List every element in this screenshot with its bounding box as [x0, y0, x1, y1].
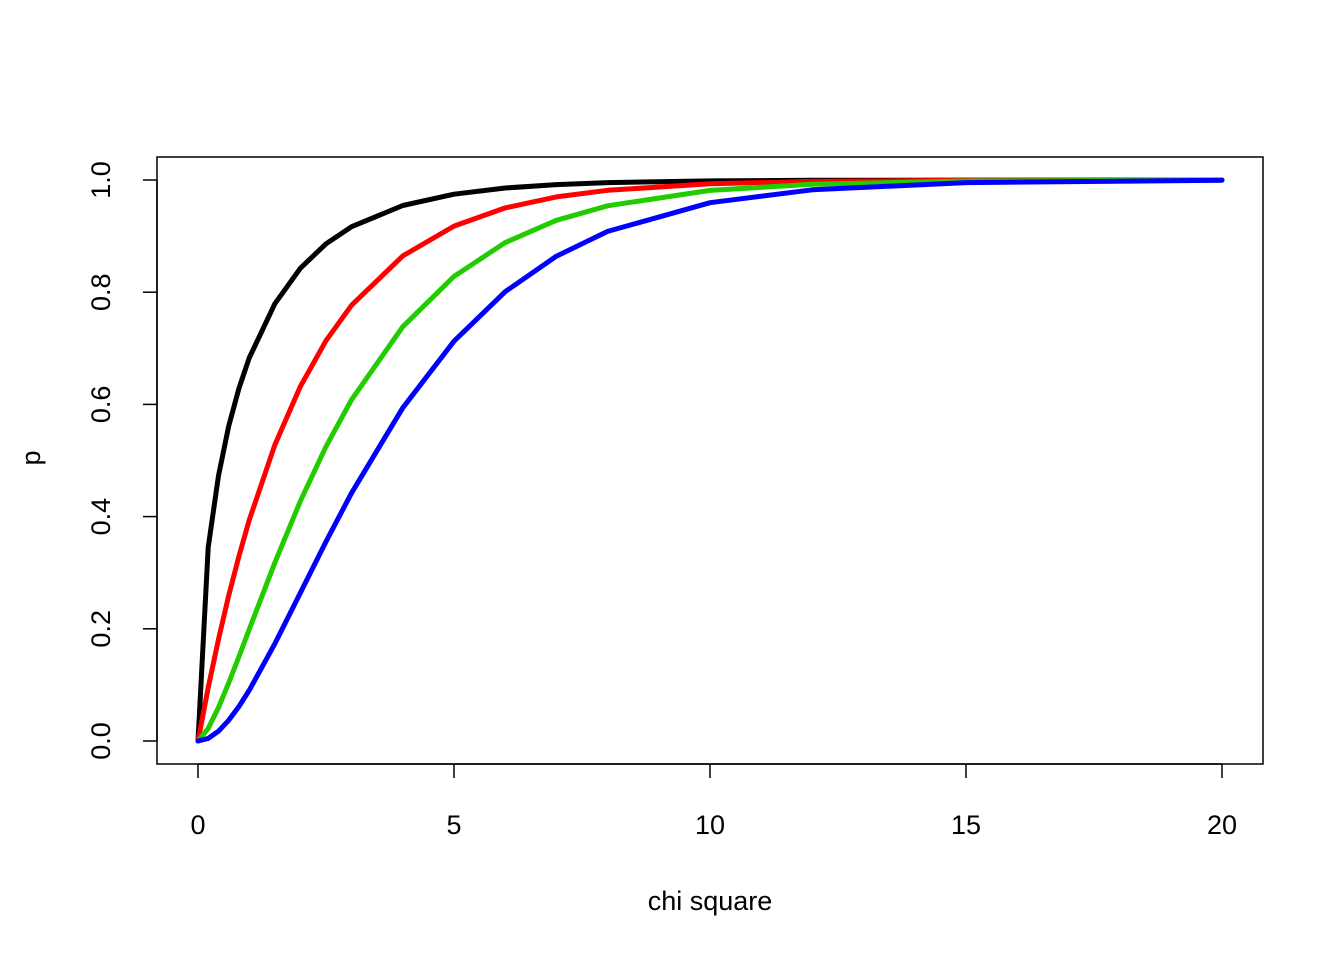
y-tick-label: 0.4	[86, 498, 116, 536]
series-line-1	[195, 177, 1225, 744]
y-axis-label: p	[16, 450, 46, 465]
y-tick-label: 0.2	[86, 610, 116, 648]
x-tick-label: 5	[446, 810, 461, 840]
x-tick-label: 10	[695, 810, 725, 840]
x-tick-label: 20	[1207, 810, 1237, 840]
x-axis: 0 5 10 15 20	[190, 763, 1237, 840]
series-line-2	[195, 177, 1225, 744]
x-axis-label: chi square	[648, 886, 773, 916]
y-tick-label: 0.6	[86, 386, 116, 424]
series-line-3	[195, 177, 1225, 744]
x-tick-label: 15	[951, 810, 981, 840]
y-tick-label: 1.0	[86, 161, 116, 199]
y-tick-label: 0.0	[86, 722, 116, 760]
y-axis: 0.0 0.2 0.4 0.6 0.8 1.0	[86, 161, 158, 760]
x-tick-label: 0	[190, 810, 205, 840]
y-tick-label: 0.8	[86, 273, 116, 311]
series-lines	[195, 177, 1225, 744]
series-line-4	[195, 177, 1225, 744]
